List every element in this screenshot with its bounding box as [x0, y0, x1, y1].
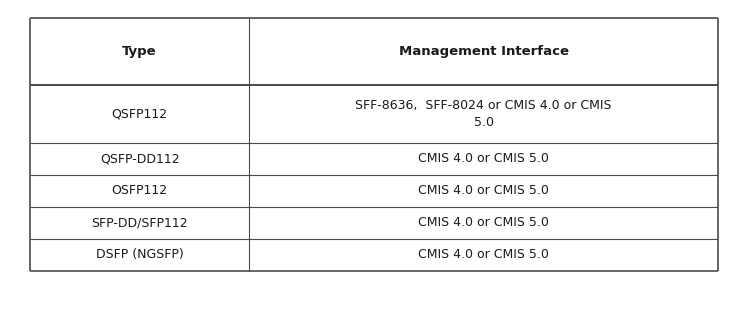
Text: SFP-DD/SFP112: SFP-DD/SFP112: [91, 216, 188, 230]
Text: OSFP112: OSFP112: [111, 184, 168, 197]
Text: CMIS 4.0 or CMIS 5.0: CMIS 4.0 or CMIS 5.0: [418, 248, 549, 262]
Text: CMIS 4.0 or CMIS 5.0: CMIS 4.0 or CMIS 5.0: [418, 152, 549, 165]
Bar: [249, 143, 718, 175]
Text: Management Interface: Management Interface: [399, 45, 568, 58]
Text: QSFP-DD112: QSFP-DD112: [100, 152, 180, 165]
Bar: [30, 143, 249, 175]
Bar: [249, 239, 718, 271]
Bar: [30, 18, 249, 85]
Bar: [30, 207, 249, 239]
Bar: [249, 18, 718, 85]
Bar: [30, 175, 249, 207]
Text: Type: Type: [123, 45, 157, 58]
Bar: [249, 85, 718, 143]
Text: CMIS 4.0 or CMIS 5.0: CMIS 4.0 or CMIS 5.0: [418, 184, 549, 197]
Text: DSFP (NGSFP): DSFP (NGSFP): [96, 248, 183, 262]
Bar: [249, 175, 718, 207]
Text: SFF-8636,  SFF-8024 or CMIS 4.0 or CMIS
5.0: SFF-8636, SFF-8024 or CMIS 4.0 or CMIS 5…: [355, 99, 612, 128]
Text: QSFP112: QSFP112: [111, 107, 168, 120]
Bar: [30, 239, 249, 271]
Bar: [249, 207, 718, 239]
Bar: [30, 85, 249, 143]
Text: CMIS 4.0 or CMIS 5.0: CMIS 4.0 or CMIS 5.0: [418, 216, 549, 230]
